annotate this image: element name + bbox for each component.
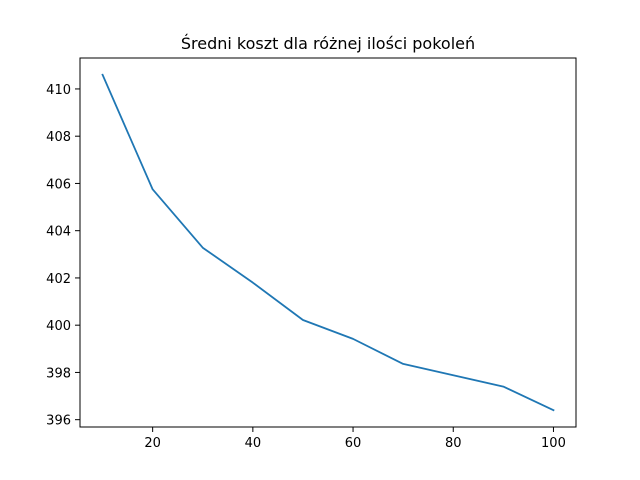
y-tick-label: 408	[46, 130, 71, 145]
x-tick-label: 20	[144, 436, 161, 451]
y-tick-label: 406	[46, 177, 71, 192]
x-tick-label: 40	[245, 436, 262, 451]
y-tick-label: 398	[46, 366, 71, 381]
y-tick-label: 410	[46, 83, 71, 98]
x-tick-label: 60	[345, 436, 362, 451]
y-tick-label: 400	[46, 319, 71, 334]
plot-area	[79, 57, 577, 428]
y-tick-label: 404	[46, 225, 71, 240]
chart-title: Średni koszt dla różnej ilości pokoleń	[181, 34, 475, 53]
x-axis: 20 40 60 80 100	[144, 427, 566, 451]
y-tick-label: 402	[46, 272, 71, 287]
x-tick-label: 80	[445, 436, 462, 451]
series-layer	[101, 73, 555, 412]
y-tick-label: 396	[46, 414, 71, 429]
axes-frame	[79, 57, 577, 428]
series-line-0	[101, 73, 555, 412]
x-tick-label: 100	[541, 436, 566, 451]
y-axis: 396 398 400 402 404 406 408 410	[46, 83, 80, 429]
